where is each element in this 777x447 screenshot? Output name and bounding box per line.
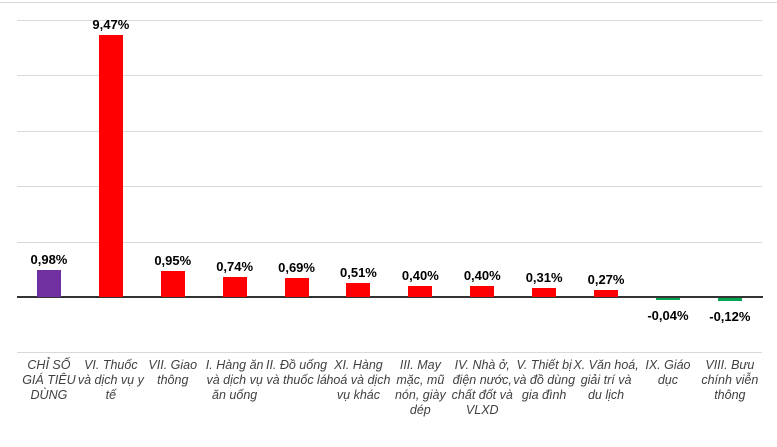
value-label-11: -0,12% xyxy=(709,309,751,325)
gridline-2pct xyxy=(17,241,762,243)
gridline-10pct xyxy=(17,20,762,21)
category-label-3: I. Hàng ăn và dịch vụ ăn uống xyxy=(205,358,264,402)
bar-9 xyxy=(594,289,619,297)
value-label-3: 0,74% xyxy=(216,258,254,274)
value-label-8: 0,31% xyxy=(525,270,563,286)
gridline--2pct xyxy=(17,352,762,354)
chart-top-border xyxy=(0,2,777,3)
category-label-1: VI. Thuốc và dịch vụ y tế xyxy=(77,358,144,402)
bar-10 xyxy=(655,298,680,300)
bar-0 xyxy=(36,269,61,297)
gridline-6pct xyxy=(17,130,762,132)
category-label-2: VII. Giao thông xyxy=(148,358,198,387)
category-label-4: II. Đồ uống và thuốc lá xyxy=(265,358,328,387)
bar-2 xyxy=(160,270,185,297)
bar-6 xyxy=(408,285,433,297)
category-label-9: X. Văn hoá, giải trí và du lịch xyxy=(573,358,639,402)
category-label-0: CHỈ SỐ GIÁ TIÊU DÙNG xyxy=(22,358,76,402)
bar-4 xyxy=(284,277,309,297)
value-label-9: 0,27% xyxy=(587,271,625,287)
category-label-7: IV. Nhà ở, điện nước, chất đốt và VLXD xyxy=(451,358,513,417)
category-label-6: III. May mặc, mũ nón, giày dép xyxy=(394,358,446,417)
category-label-8: V. Thiết bị và đồ dùng gia đình xyxy=(513,358,576,402)
value-label-2: 0,95% xyxy=(154,252,192,268)
gridline-8pct xyxy=(17,75,762,77)
category-label-11: VIII. Bưu chính viễn thông xyxy=(701,358,759,402)
value-label-0: 0,98% xyxy=(30,251,68,267)
value-label-5: 0,51% xyxy=(340,264,377,280)
bar-11 xyxy=(717,298,742,302)
value-label-7: 0,40% xyxy=(463,267,501,283)
bar-3 xyxy=(222,276,247,297)
bar-7 xyxy=(470,285,495,297)
category-label-5: XI. Hàng hoá và dịch vụ khác xyxy=(326,358,391,402)
value-label-4: 0,69% xyxy=(278,259,315,275)
bar-1 xyxy=(98,34,123,297)
gridline-4pct xyxy=(17,186,762,188)
value-label-1: 9,47% xyxy=(92,16,130,32)
value-label-6: 0,40% xyxy=(401,267,439,283)
value-label-10: -0,04% xyxy=(647,308,689,323)
category-label-10: IX. Giáo dục xyxy=(645,358,691,387)
x-axis-line xyxy=(17,296,763,298)
bar-5 xyxy=(346,282,371,297)
bar-8 xyxy=(532,288,557,297)
